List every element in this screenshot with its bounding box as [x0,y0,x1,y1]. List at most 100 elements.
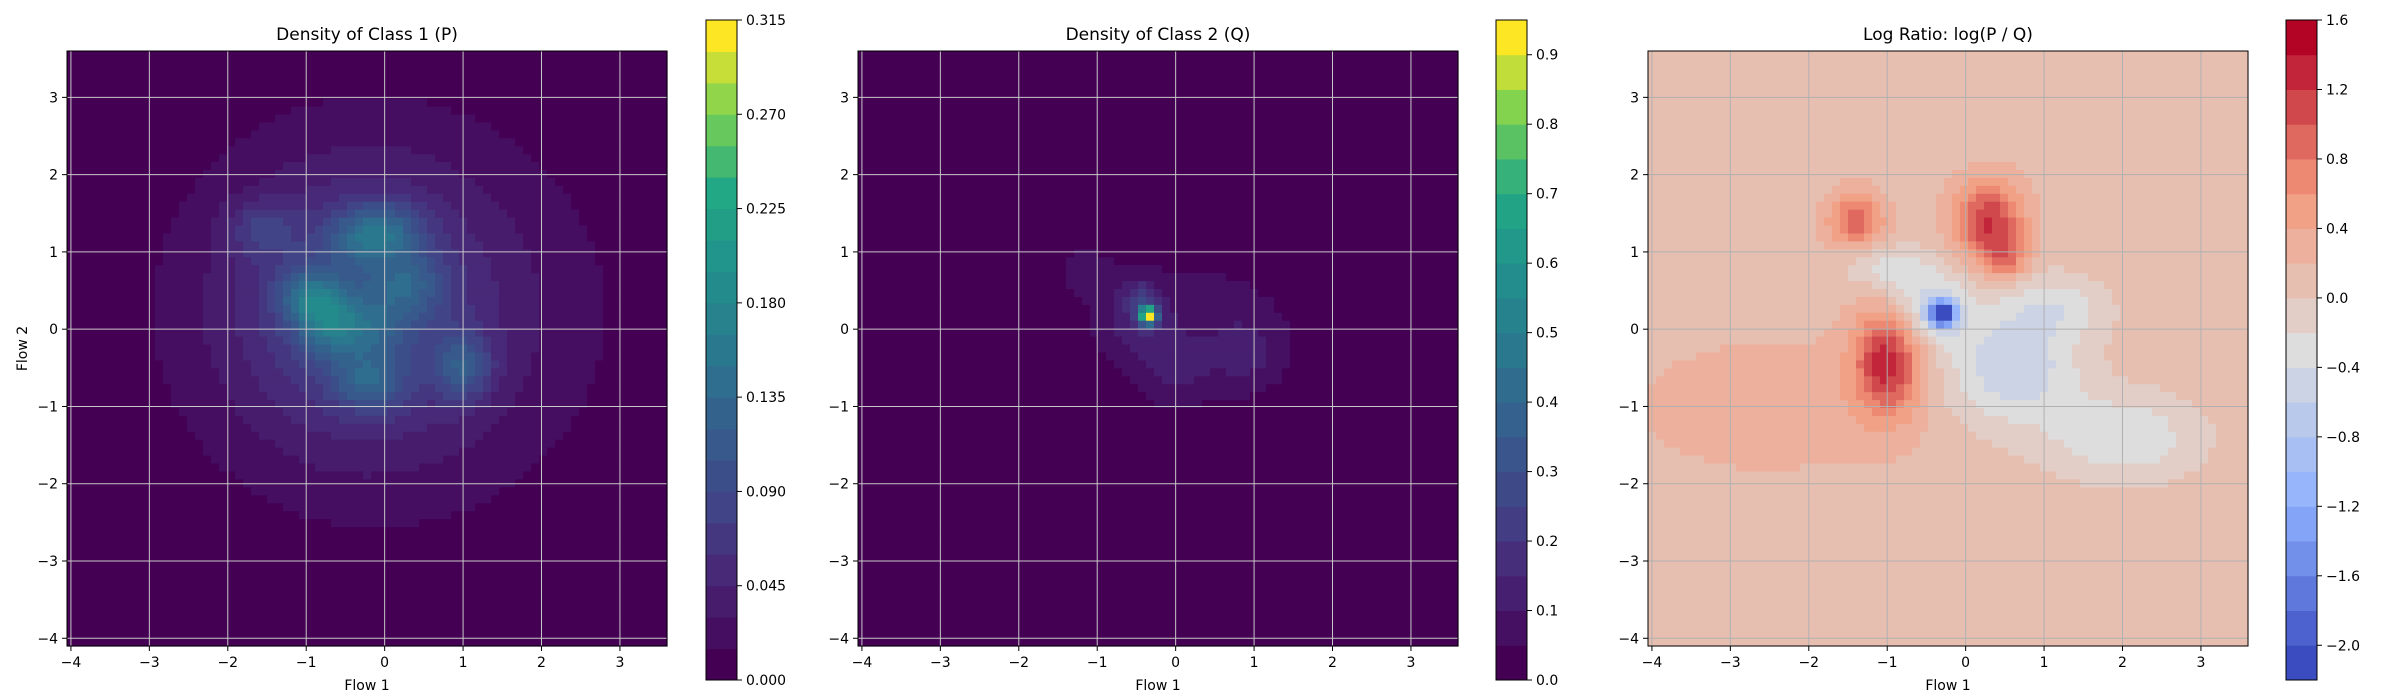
heatmap-cell [299,265,308,274]
heatmap-cell [331,360,340,369]
heatmap-cell [91,542,100,552]
heatmap-cell [315,336,324,346]
heatmap-cell [99,447,108,457]
heatmap-cell [435,130,444,139]
heatmap-cell [243,233,252,242]
heatmap-cell [563,193,572,203]
heatmap-cell [203,360,212,369]
heatmap-cell [203,487,212,496]
heatmap-cell [155,225,164,235]
heatmap-cell [587,312,596,322]
heatmap-cell [403,138,412,147]
heatmap-cell [619,122,628,131]
heatmap-cell [443,527,452,536]
heatmap-cell [499,519,508,528]
heatmap-cell [307,130,316,139]
heatmap-cell [363,463,372,473]
heatmap-cell [507,431,516,441]
heatmap-cell [435,177,444,187]
heatmap-cell [331,225,340,235]
heatmap-cell [595,455,604,465]
heatmap-cell [227,273,236,282]
heatmap-cell [531,90,540,100]
heatmap-cell [243,66,252,76]
heatmap-cell [139,185,148,195]
heatmap-cell [83,162,92,171]
heatmap-cell [523,344,532,354]
heatmap-cell [635,51,644,60]
heatmap-cell [595,408,604,417]
heatmap-cell [515,550,524,560]
heatmap-cell [195,320,204,330]
heatmap-cell [411,138,420,147]
heatmap-cell [163,320,172,330]
heatmap-cell [291,487,300,496]
heatmap-cell [75,558,84,568]
heatmap-cell [251,51,260,60]
heatmap-cell [355,550,364,560]
heatmap-cell [587,431,596,441]
heatmap-cell [387,217,396,227]
heatmap-cell [531,106,540,116]
heatmap-cell [651,566,660,576]
heatmap-cell [523,273,532,282]
heatmap-cell [371,225,380,235]
heatmap-cell [219,400,228,409]
heatmap-cell [443,328,452,338]
heatmap-cell [331,154,340,163]
heatmap-cell [427,130,436,139]
heatmap-cell [611,344,620,354]
heatmap-cell [435,257,444,266]
heatmap-cell [587,177,596,187]
heatmap-cell [107,455,116,465]
heatmap-cell [107,74,116,84]
heatmap-cell [363,74,372,84]
heatmap-cell [235,162,244,171]
heatmap-cell [371,193,380,203]
heatmap-cell [195,74,204,84]
heatmap-cell [99,376,108,385]
heatmap-cell [91,503,100,512]
heatmap-cell [91,106,100,116]
heatmap-cell [331,400,340,409]
heatmap-cell [619,106,628,116]
heatmap-cell [531,328,540,338]
heatmap-cell [379,241,388,250]
heatmap-cell [395,138,404,147]
heatmap-cell [275,352,284,361]
heatmap-cell [115,265,124,274]
heatmap-cell [155,511,164,520]
heatmap-cell [611,558,620,568]
heatmap-cell [659,146,668,155]
heatmap-cell [267,185,276,195]
heatmap-cell [267,304,276,314]
heatmap-cell [579,392,588,401]
heatmap-cell [467,376,476,385]
heatmap-cell [99,527,108,536]
heatmap-cell [499,304,508,314]
heatmap-cell [611,106,620,116]
heatmap-cell [507,58,516,68]
heatmap-cell [131,82,140,92]
heatmap-cell [155,162,164,171]
heatmap-cell [491,463,500,473]
heatmap-cell [507,114,516,123]
heatmap-cell [595,257,604,266]
heatmap-cell [611,447,620,457]
heatmap-cell [123,368,132,377]
heatmap-cell [595,58,604,68]
heatmap-cell [115,177,124,187]
heatmap-cell [419,114,428,123]
heatmap-cell [203,527,212,536]
heatmap-cell [427,439,436,449]
heatmap-cell [331,217,340,227]
heatmap-cell [643,336,652,346]
heatmap-cell [299,209,308,219]
heatmap-cell [427,511,436,520]
heatmap-cell [283,265,292,274]
heatmap-cell [539,201,548,211]
heatmap-cell [243,201,252,211]
heatmap-cell [451,154,460,163]
heatmap-cell [83,415,92,425]
heatmap-cell [627,51,636,60]
